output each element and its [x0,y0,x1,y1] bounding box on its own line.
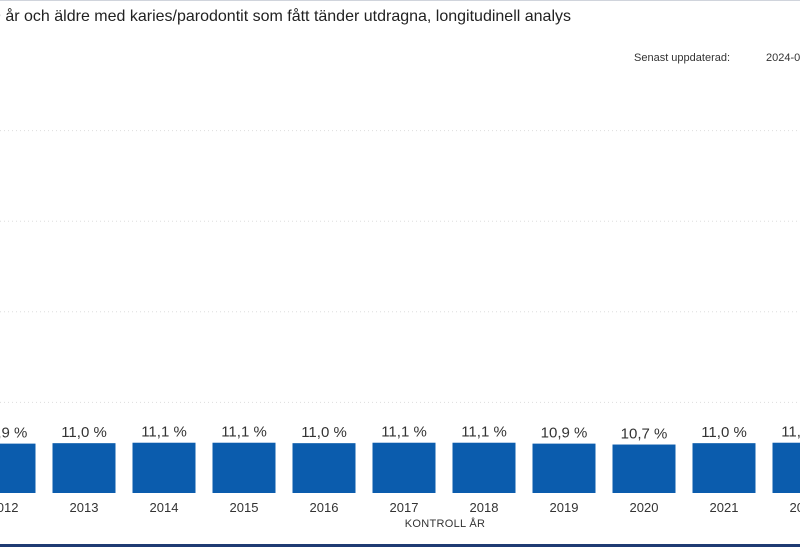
x-tick-label-2013: 2013 [70,500,99,515]
bar-2016[interactable] [292,443,356,493]
data-label-2014: 11,1 % [141,424,187,441]
x-tick-label-2020: 2020 [630,500,659,515]
bar-2022[interactable] [772,442,800,493]
x-tick-label-2021: 2021 [710,500,739,515]
last-updated-value: 2024-0 [766,52,800,64]
x-tick-label-2022: 2022 [790,500,800,515]
x-axis-title: KONTROLL ÅR [404,518,486,530]
bar-2019[interactable] [532,443,596,493]
bar-2017[interactable] [372,442,436,493]
x-tick-label-2018: 2018 [470,500,499,515]
data-label-2018: 11,1 % [461,424,507,441]
bar-2014[interactable] [132,442,196,493]
bar-2012[interactable] [0,443,36,493]
data-label-2012: 10,9 % [0,425,27,442]
data-label-2016: 11,0 % [301,424,347,441]
x-tick-label-2014: 2014 [150,500,179,515]
chart-title: 9 år och äldre med karies/parodontit som… [0,8,572,25]
bar-2021[interactable] [692,443,756,493]
x-tick-label-2016: 2016 [310,500,339,515]
last-updated-label: Senast uppdaterad: [634,52,731,64]
data-label-2015: 11,1 % [221,424,267,441]
bar-2020[interactable] [612,444,676,493]
data-label-2017: 11,1 % [381,424,427,441]
data-label-2021: 11,0 % [701,424,747,441]
data-label-2020: 10,7 % [621,426,668,443]
x-tick-label-2015: 2015 [230,500,259,515]
x-tick-label-2012: 2012 [0,500,18,515]
bar-2018[interactable] [452,442,516,493]
data-label-2019: 10,9 % [541,425,588,442]
bar-2015[interactable] [212,442,276,493]
bar-2013[interactable] [52,443,116,493]
data-label-2013: 11,0 % [61,424,107,441]
data-label-2022: 11,1 % [781,424,800,441]
x-tick-label-2017: 2017 [390,500,419,515]
top-divider [0,0,800,1]
x-tick-label-2019: 2019 [550,500,579,515]
